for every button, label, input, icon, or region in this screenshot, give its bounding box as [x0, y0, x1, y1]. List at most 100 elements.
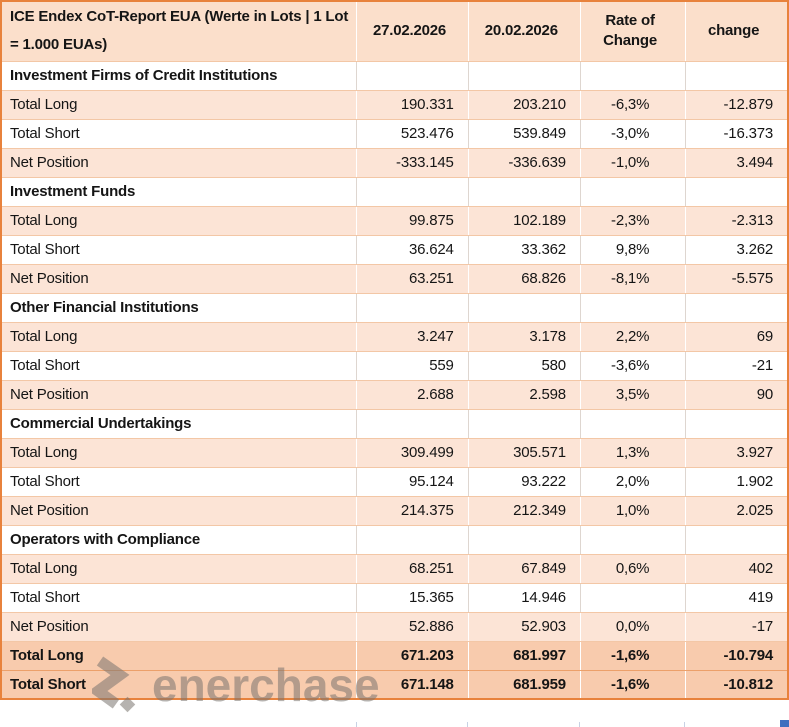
cell-rate[interactable]: 1,0% — [580, 496, 687, 526]
row-label[interactable]: Net Position — [1, 148, 358, 178]
row-label[interactable]: Net Position — [1, 496, 358, 526]
cell-current[interactable]: 190.331 — [356, 90, 469, 120]
cell-previous[interactable]: 539.849 — [468, 119, 581, 149]
column-header-previous-date[interactable]: 20.02.2026 — [468, 1, 581, 62]
selection-fill-handle[interactable] — [780, 720, 789, 727]
section-label[interactable]: Investment Firms of Credit Institutions — [1, 61, 358, 91]
cell-current[interactable]: 3.247 — [356, 322, 469, 352]
cell-current[interactable]: 95.124 — [356, 467, 469, 497]
row-label[interactable]: Total Short — [1, 351, 358, 381]
cell-current[interactable]: 309.499 — [356, 438, 469, 468]
cell-previous[interactable]: 14.946 — [468, 583, 581, 613]
cell-change[interactable]: 90 — [685, 380, 788, 410]
cell[interactable] — [468, 525, 581, 555]
cell-change[interactable]: -2.313 — [685, 206, 788, 236]
cell-current[interactable]: 99.875 — [356, 206, 469, 236]
cell-change[interactable]: -17 — [685, 612, 788, 642]
cell-previous[interactable]: 3.178 — [468, 322, 581, 352]
row-label[interactable]: Total Long — [1, 206, 358, 236]
cell-rate[interactable]: -1,6% — [580, 641, 687, 671]
cell[interactable] — [685, 61, 788, 91]
cell-current[interactable]: 214.375 — [356, 496, 469, 526]
cell-current[interactable]: 63.251 — [356, 264, 469, 294]
row-label[interactable]: Total Long — [1, 322, 358, 352]
cell[interactable] — [356, 525, 469, 555]
cell-change[interactable]: 402 — [685, 554, 788, 584]
cell[interactable] — [356, 409, 469, 439]
cell-rate[interactable]: 3,5% — [580, 380, 687, 410]
cell[interactable] — [580, 525, 687, 555]
cell-previous[interactable]: 33.362 — [468, 235, 581, 265]
cell-rate[interactable]: 0,0% — [580, 612, 687, 642]
cell-change[interactable]: 2.025 — [685, 496, 788, 526]
row-label[interactable]: Total Short — [1, 583, 358, 613]
cell-change[interactable]: 69 — [685, 322, 788, 352]
cell-change[interactable]: 3.262 — [685, 235, 788, 265]
cell[interactable] — [468, 61, 581, 91]
cell-current[interactable]: 2.688 — [356, 380, 469, 410]
cell-current[interactable]: -333.145 — [356, 148, 469, 178]
cell-current[interactable]: 559 — [356, 351, 469, 381]
cell-previous[interactable]: 305.571 — [468, 438, 581, 468]
cell-rate[interactable]: -8,1% — [580, 264, 687, 294]
cell[interactable] — [356, 61, 469, 91]
cell-previous[interactable]: 2.598 — [468, 380, 581, 410]
cell-current[interactable]: 523.476 — [356, 119, 469, 149]
cell-change[interactable]: 419 — [685, 583, 788, 613]
section-label[interactable]: Commercial Undertakings — [1, 409, 358, 439]
cell[interactable] — [468, 293, 581, 323]
cell-current[interactable]: 671.203 — [356, 641, 469, 671]
cell-previous[interactable]: 681.959 — [468, 670, 581, 700]
cell-change[interactable]: 3.927 — [685, 438, 788, 468]
cell-previous[interactable]: 52.903 — [468, 612, 581, 642]
cell-change[interactable]: -5.575 — [685, 264, 788, 294]
row-label[interactable]: Total Long — [1, 90, 358, 120]
cell[interactable] — [685, 409, 788, 439]
cell-change[interactable]: 3.494 — [685, 148, 788, 178]
cell[interactable] — [685, 293, 788, 323]
cell[interactable] — [468, 177, 581, 207]
cell-current[interactable]: 36.624 — [356, 235, 469, 265]
cell-rate[interactable]: -6,3% — [580, 90, 687, 120]
cell[interactable] — [580, 293, 687, 323]
cell-rate[interactable]: 0,6% — [580, 554, 687, 584]
cell-previous[interactable]: 681.997 — [468, 641, 581, 671]
column-header-change[interactable]: change — [685, 1, 788, 62]
section-label[interactable]: Operators with Compliance — [1, 525, 358, 555]
cell-previous[interactable]: 580 — [468, 351, 581, 381]
row-label[interactable]: Net Position — [1, 264, 358, 294]
cell-rate[interactable] — [580, 583, 687, 613]
cell-change[interactable]: 1.902 — [685, 467, 788, 497]
cell-previous[interactable]: 68.826 — [468, 264, 581, 294]
cell[interactable] — [685, 177, 788, 207]
cell-rate[interactable]: 2,0% — [580, 467, 687, 497]
cell-change[interactable]: -12.879 — [685, 90, 788, 120]
row-label[interactable]: Total Short — [1, 119, 358, 149]
cell-previous[interactable]: 93.222 — [468, 467, 581, 497]
cell-rate[interactable]: -3,0% — [580, 119, 687, 149]
cell-previous[interactable]: 212.349 — [468, 496, 581, 526]
cell-current[interactable]: 15.365 — [356, 583, 469, 613]
cell-rate[interactable]: 1,3% — [580, 438, 687, 468]
cell-current[interactable]: 68.251 — [356, 554, 469, 584]
cell-previous[interactable]: 102.189 — [468, 206, 581, 236]
cell[interactable] — [468, 409, 581, 439]
table-title[interactable]: ICE Endex CoT-Report EUA (Werte in Lots … — [1, 1, 357, 62]
cell-current[interactable]: 52.886 — [356, 612, 469, 642]
cell-rate[interactable]: 9,8% — [580, 235, 687, 265]
cell-previous[interactable]: 203.210 — [468, 90, 581, 120]
cell-previous[interactable]: 67.849 — [468, 554, 581, 584]
cell-rate[interactable]: -3,6% — [580, 351, 687, 381]
cell-change[interactable]: -10.812 — [685, 670, 788, 700]
cell-change[interactable]: -16.373 — [685, 119, 788, 149]
row-label[interactable]: Net Position — [1, 380, 358, 410]
cell-rate[interactable]: -2,3% — [580, 206, 687, 236]
cell-change[interactable]: -21 — [685, 351, 788, 381]
row-label[interactable]: Total Short — [1, 670, 358, 700]
cell-current[interactable]: 671.148 — [356, 670, 469, 700]
section-label[interactable]: Other Financial Institutions — [1, 293, 358, 323]
row-label[interactable]: Total Short — [1, 467, 358, 497]
row-label[interactable]: Total Long — [1, 438, 358, 468]
cell-previous[interactable]: -336.639 — [468, 148, 581, 178]
column-header-current-date[interactable]: 27.02.2026 — [356, 1, 469, 62]
